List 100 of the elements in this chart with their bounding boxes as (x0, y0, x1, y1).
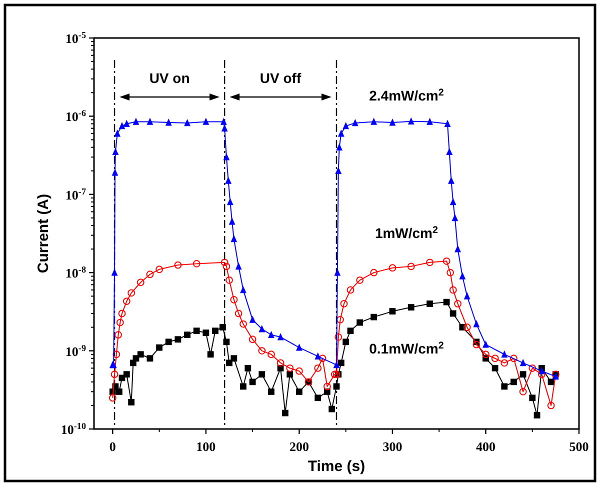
point (463, 324, 471, 331)
point (156, 266, 163, 274)
point (314, 364, 322, 372)
point (192, 260, 200, 268)
y-tick-label: 10$^{-10}$ (60, 421, 86, 437)
point (450, 310, 456, 317)
point (336, 316, 344, 324)
point (472, 340, 480, 348)
point (146, 270, 154, 278)
point (277, 333, 284, 340)
point (123, 371, 130, 378)
point (346, 286, 354, 294)
point (248, 336, 256, 344)
point (389, 308, 396, 314)
point (230, 296, 238, 304)
point (184, 332, 190, 338)
point (111, 268, 118, 276)
point (501, 383, 508, 390)
point (240, 320, 247, 328)
point (520, 371, 526, 378)
point (114, 331, 122, 339)
point (314, 352, 322, 360)
point (223, 153, 230, 160)
point (450, 198, 456, 206)
point (334, 333, 342, 341)
point (258, 347, 266, 354)
point (282, 410, 288, 416)
point (334, 268, 341, 276)
point (296, 388, 302, 395)
point (464, 292, 470, 300)
point (538, 370, 546, 378)
point (407, 262, 415, 270)
point (534, 412, 540, 418)
point (426, 300, 433, 307)
point (454, 245, 461, 252)
point (108, 394, 116, 402)
point (230, 234, 238, 242)
point (330, 370, 338, 378)
point (442, 257, 450, 265)
point (389, 118, 396, 126)
point (128, 289, 136, 297)
point (388, 264, 396, 272)
point (220, 118, 227, 125)
point (118, 310, 126, 318)
point (286, 364, 294, 372)
point (323, 382, 331, 390)
point (529, 394, 536, 402)
x-tick-label: 400 (476, 439, 496, 454)
point (116, 388, 122, 395)
y-tick-label: 10$^{-8}$ (65, 264, 86, 281)
point (333, 360, 340, 368)
annotation: UV on (149, 70, 190, 86)
point (202, 330, 210, 336)
point (426, 258, 434, 266)
point (212, 328, 218, 334)
y-tick-label: 10$^{-7}$ (65, 186, 86, 202)
point (548, 378, 554, 386)
point (156, 344, 162, 351)
point (356, 319, 364, 326)
y-tick-label: 10$^{-9}$ (65, 342, 86, 359)
point (318, 354, 326, 362)
y-axis-title: Current (A) (35, 194, 52, 274)
point (335, 166, 342, 174)
point (228, 218, 236, 225)
point (520, 358, 526, 366)
point (112, 350, 120, 358)
point (336, 143, 342, 151)
point (258, 325, 266, 332)
point (286, 371, 294, 378)
point (443, 298, 450, 306)
y-tick-label: 10$^{-6}$ (65, 108, 86, 124)
point (235, 262, 242, 270)
point (226, 198, 234, 206)
point (114, 130, 121, 137)
series-label: 0.1mW/cm$^{2}$ (369, 340, 444, 356)
point (328, 406, 336, 412)
x-tick-label: 0 (109, 439, 116, 454)
y-tick-label: 10$^{-5}$ (65, 30, 86, 46)
point (454, 300, 462, 308)
point (501, 350, 508, 358)
point (370, 118, 378, 125)
point (338, 360, 344, 366)
point (258, 371, 266, 378)
point (146, 118, 154, 125)
point (220, 258, 228, 266)
point (225, 176, 232, 184)
point (122, 298, 130, 305)
point (112, 148, 119, 156)
point (118, 122, 126, 130)
point (452, 214, 458, 222)
point (449, 286, 457, 294)
point (342, 338, 350, 346)
point (249, 378, 256, 386)
point (234, 310, 242, 318)
point (116, 318, 124, 326)
point (165, 338, 172, 346)
point (370, 268, 378, 276)
point (338, 130, 344, 137)
x-tick-label: 200 (289, 439, 309, 454)
x-tick-label: 300 (382, 439, 402, 454)
